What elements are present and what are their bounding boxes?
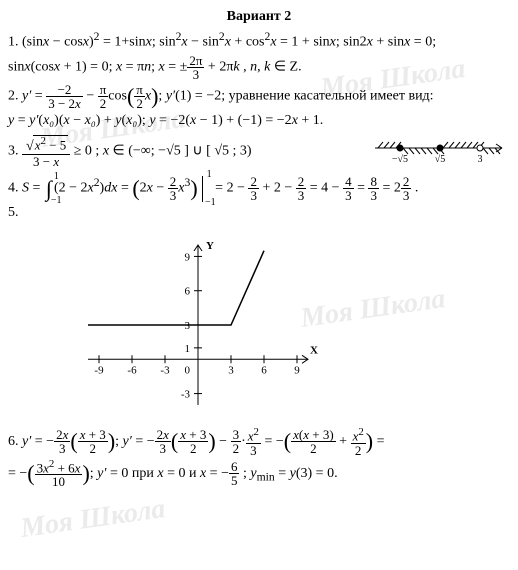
fraction: −23 − 2x — [46, 83, 83, 110]
problem-number: 5. — [8, 205, 19, 220]
fraction: 23 — [401, 175, 412, 202]
svg-text:1: 1 — [185, 343, 191, 355]
square-root: x2 − 5 — [24, 135, 68, 153]
fraction: 3x2 + 6x10 — [35, 459, 83, 488]
svg-text:6: 6 — [185, 286, 191, 298]
svg-text:X: X — [310, 345, 318, 357]
fraction: x(x + 3)2 — [291, 428, 336, 455]
problem-4: 4. S = ∫1−1(2 − 2x2)dx = (2x − 23x3)1−1 … — [8, 175, 510, 202]
function-plot: -9 -6 -3 3 6 9 -3 1 3 6 9 0 X Y — [68, 225, 328, 425]
problem-1-line-1: 1. (sinx − cosx)2 = 1+sinx; sin2x − sin2… — [8, 29, 510, 53]
fraction: x + 32 — [178, 428, 208, 455]
fraction: π2 — [134, 83, 145, 110]
problem-6-line-1: 6. y′ = −2x3(x + 32); y′ = −2x3(x + 32) … — [8, 427, 510, 456]
fraction: x23 — [246, 427, 261, 456]
svg-text:3: 3 — [185, 320, 191, 332]
problem-number: 2. — [8, 89, 19, 104]
svg-text:-9: -9 — [94, 365, 104, 377]
svg-text:−√5: −√5 — [392, 154, 408, 165]
fraction: 83 — [368, 175, 379, 202]
problem-2-line-2: y = y′(x₀)(x − x₀) + y(x₀); y = −2(x − 1… — [8, 112, 510, 131]
fraction: 2x3 — [54, 428, 70, 455]
fraction: 43 — [343, 175, 354, 202]
problem-number: 4. — [8, 181, 19, 196]
svg-text:6: 6 — [261, 365, 267, 377]
variant-title: Вариант 2 — [8, 8, 510, 27]
svg-text:3: 3 — [478, 154, 483, 165]
svg-text:√5: √5 — [435, 154, 446, 165]
fraction: 2x3 — [155, 428, 171, 455]
fraction: π2 — [98, 83, 109, 110]
svg-text:-3: -3 — [181, 389, 191, 401]
problem-number: 3. — [8, 144, 19, 159]
svg-text:-3: -3 — [160, 365, 170, 377]
problem-3: 3. x2 − 5 3 − x ≥ 0 ; x ∈ (−∞; −√5 ] ∪ [… — [8, 133, 510, 173]
svg-text:Y: Y — [206, 240, 214, 252]
fraction: 23 — [296, 175, 307, 202]
fraction: 2π3 — [187, 54, 204, 81]
svg-text:9: 9 — [294, 365, 300, 377]
problem-number: 1. — [8, 35, 19, 50]
fraction: 23 — [168, 175, 179, 202]
fraction: 23 — [248, 175, 259, 202]
fraction: 32 — [231, 428, 242, 455]
problem-number: 6. — [8, 434, 19, 449]
sign-line-diagram: −√5 √5 3 — [370, 133, 510, 173]
problem-1-line-2: sinx(cosx + 1) = 0; x = πn; x = ±2π3 + 2… — [8, 54, 510, 81]
integral-icon: ∫1−1 — [46, 178, 52, 200]
problem-5: 5. — [8, 204, 510, 223]
fraction: x + 32 — [78, 428, 108, 455]
fraction: 65 — [229, 460, 240, 487]
watermark: Моя Школа — [18, 490, 168, 548]
svg-text:-6: -6 — [127, 365, 137, 377]
problem-6-line-2: = −(3x2 + 6x10); y′ = 0 при x = 0 и x = … — [8, 459, 510, 488]
svg-text:3: 3 — [228, 365, 234, 377]
eval-bar: 1−1 — [202, 176, 203, 202]
problem-2-line-1: 2. y′ = −23 − 2x − π2cos(π2x); y′(1) = −… — [8, 83, 510, 110]
svg-text:0: 0 — [185, 365, 191, 377]
fraction: x22 — [351, 427, 366, 456]
fraction: x2 − 5 3 − x — [22, 135, 70, 167]
svg-text:9: 9 — [185, 252, 191, 264]
